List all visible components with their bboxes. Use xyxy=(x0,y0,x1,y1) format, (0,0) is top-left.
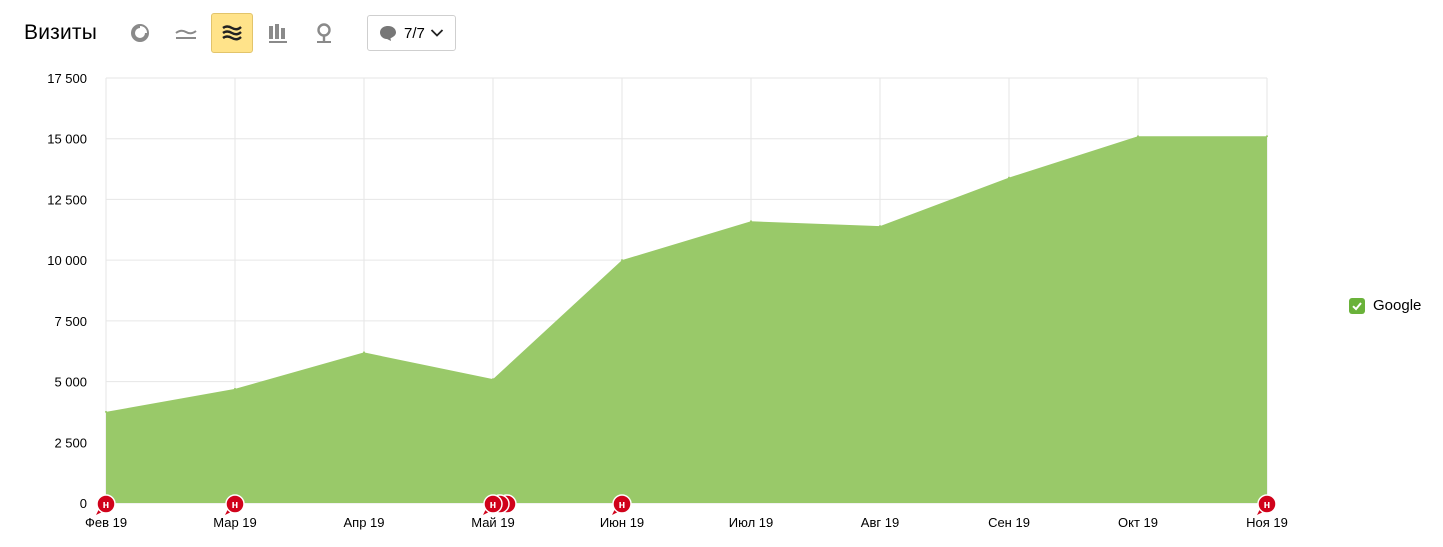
chart-title: Визиты xyxy=(24,21,98,44)
note-marker-letter: н xyxy=(1264,499,1271,511)
y-tick-label: 17 500 xyxy=(47,71,87,86)
legend-item-google[interactable]: Google xyxy=(1349,297,1421,314)
note-marker-letter: н xyxy=(103,499,110,511)
x-tick-label: Окт 19 xyxy=(1118,515,1158,530)
note-marker-letter: н xyxy=(490,499,497,511)
area-stack-icon xyxy=(222,25,242,41)
x-tick-label: Июн 19 xyxy=(600,515,644,530)
line-view-button[interactable] xyxy=(165,13,207,53)
note-marker xyxy=(612,494,632,514)
pie-view-button[interactable] xyxy=(119,13,161,53)
chevron-down-icon xyxy=(430,28,444,38)
x-tick-label: Май 19 xyxy=(471,515,515,530)
legend-label: Google xyxy=(1373,297,1422,314)
data-point xyxy=(879,225,881,228)
data-point xyxy=(105,410,107,413)
notes-count: 7/7 xyxy=(404,24,425,42)
x-tick-label: Апр 19 xyxy=(343,515,384,530)
bar-chart-icon xyxy=(269,24,288,43)
y-tick-label: 2 500 xyxy=(54,435,87,450)
comment-icon xyxy=(379,25,397,42)
data-point xyxy=(750,220,752,223)
chart-toolbar: Визиты xyxy=(24,13,456,53)
x-tick-label: Сен 19 xyxy=(988,515,1030,530)
y-tick-label: 7 500 xyxy=(54,314,87,329)
note-marker xyxy=(225,494,245,514)
x-tick-label: Авг 19 xyxy=(861,515,899,530)
note-marker-letter: н xyxy=(232,499,239,511)
checkbox-icon[interactable] xyxy=(1349,297,1365,314)
note-marker xyxy=(483,494,503,514)
map-view-button[interactable] xyxy=(303,13,345,53)
y-tick-label: 0 xyxy=(80,496,87,511)
data-point xyxy=(1008,176,1010,179)
notes-dropdown[interactable]: 7/7 xyxy=(367,15,456,51)
data-point xyxy=(1266,135,1268,138)
x-tick-label: Ноя 19 xyxy=(1246,515,1288,530)
data-point xyxy=(1137,135,1139,138)
area-view-button[interactable] xyxy=(211,13,254,53)
data-point xyxy=(621,259,623,262)
x-tick-label: Фев 19 xyxy=(85,515,127,530)
data-point xyxy=(492,378,494,381)
note-marker-letter: н xyxy=(619,499,626,511)
note-marker xyxy=(96,494,116,514)
data-point xyxy=(234,387,236,390)
note-marker xyxy=(1257,494,1277,514)
y-tick-label: 5 000 xyxy=(54,375,87,390)
map-pin-icon xyxy=(317,23,332,43)
series-area-google xyxy=(106,136,1267,504)
line-chart-icon xyxy=(175,29,197,39)
pie-chart-icon xyxy=(131,24,150,42)
y-tick-label: 15 000 xyxy=(47,132,87,147)
x-tick-label: Мар 19 xyxy=(213,515,257,530)
bar-view-button[interactable] xyxy=(257,13,299,53)
y-tick-label: 10 000 xyxy=(47,253,87,268)
x-tick-label: Июл 19 xyxy=(729,515,773,530)
data-point xyxy=(363,351,365,354)
y-tick-label: 12 500 xyxy=(47,192,87,207)
